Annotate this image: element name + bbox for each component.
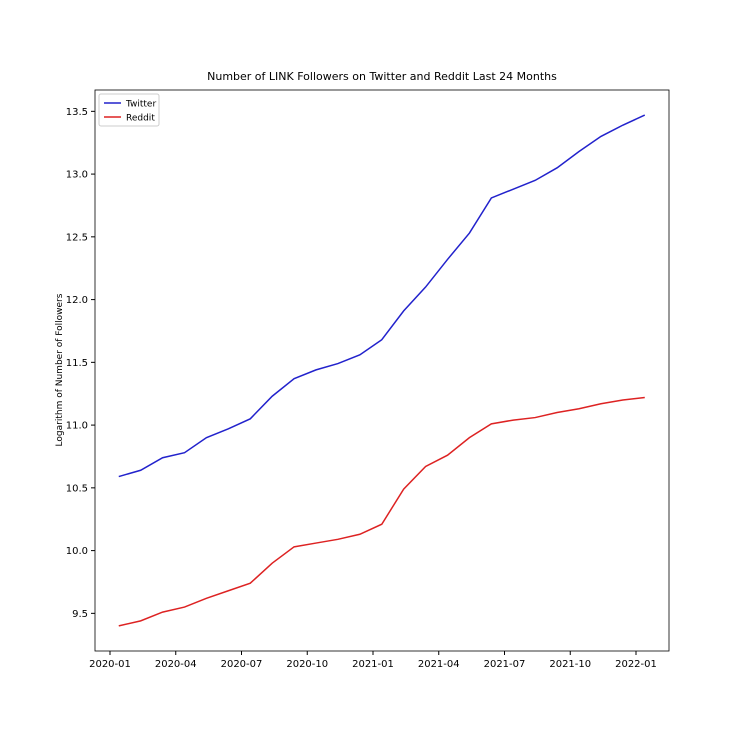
y-tick-label: 11.5 [66,358,88,369]
y-tick-label: 9.5 [72,609,88,620]
y-tick-label: 12.5 [66,232,88,243]
x-tick-label: 2021-01 [352,659,394,670]
x-tick-label: 2022-01 [615,659,657,670]
x-tick-label: 2021-10 [549,659,591,670]
y-tick-label: 13.0 [66,170,88,181]
x-tick-label: 2021-04 [418,659,460,670]
y-tick-label: 13.5 [66,107,88,118]
x-tick-label: 2021-07 [484,659,526,670]
y-tick-label: 10.0 [66,546,88,557]
y-tick-label: 10.5 [66,483,88,494]
series-line [118,396,645,627]
x-tick-label: 2020-04 [155,659,197,670]
legend-label: Reddit [126,114,155,124]
y-tick-label: 12.0 [66,295,88,306]
y-tick-label: 11.0 [66,421,88,432]
plot-frame [94,89,670,652]
legend-box [98,93,160,127]
x-tick-label: 2020-01 [89,659,131,670]
series-line [118,114,646,478]
y-axis-label: Logarithm of Number of Followers [55,293,65,446]
legend-label: Twitter [125,100,156,110]
x-tick-label: 2020-10 [286,659,328,670]
x-tick-label: 2020-07 [221,659,263,670]
chart-title: Number of LINK Followers on Twitter and … [207,70,557,83]
